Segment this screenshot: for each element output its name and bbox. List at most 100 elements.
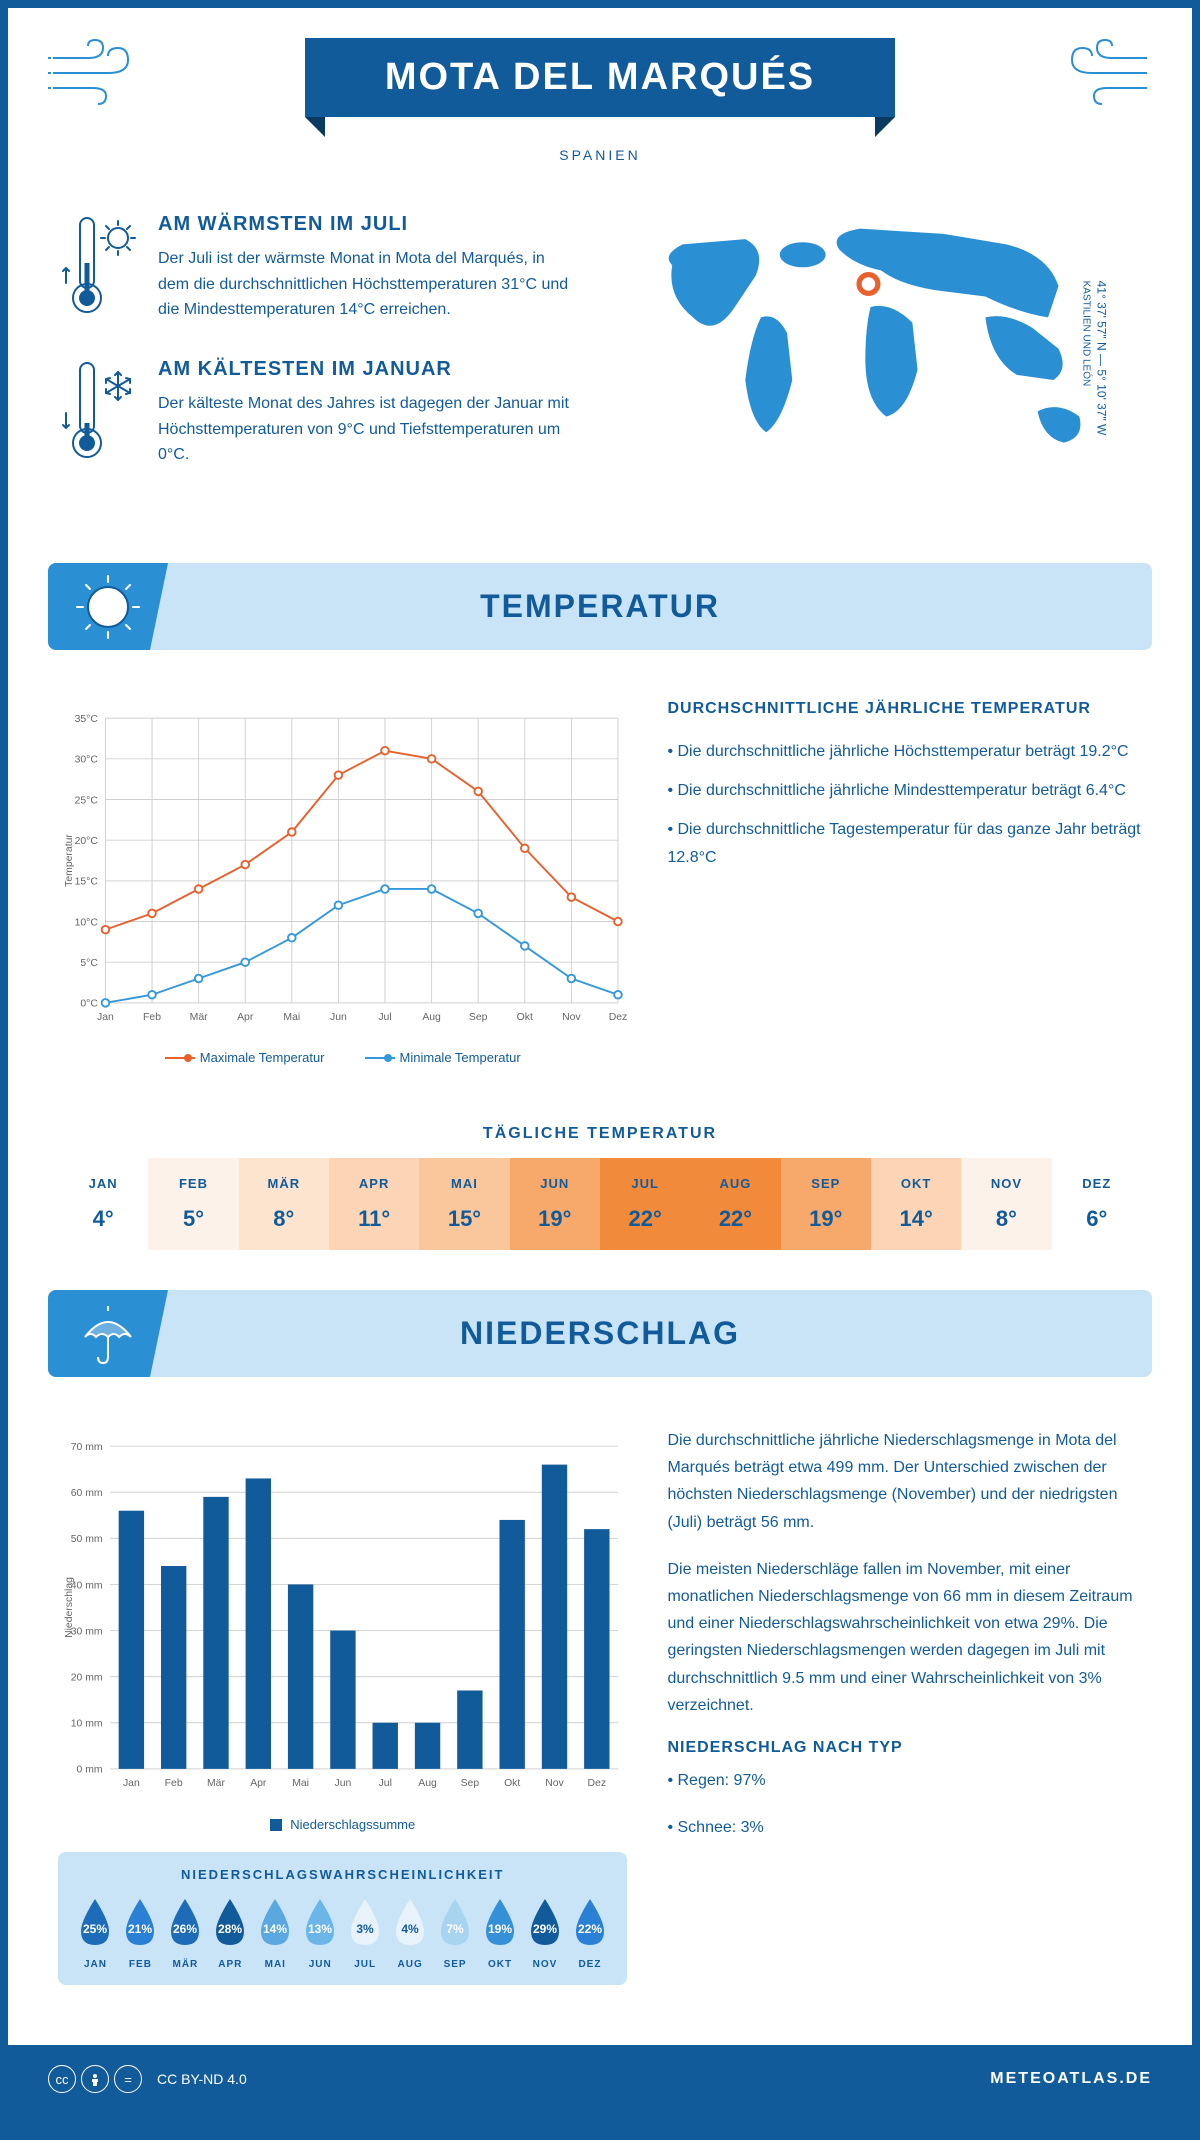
temp-cell: JUN19°: [510, 1158, 600, 1250]
daily-temp-table: JAN4°FEB5°MÄR8°APR11°MAI15°JUN19°JUL22°A…: [58, 1158, 1142, 1250]
svg-text:Okt: Okt: [504, 1778, 520, 1789]
precip-drop: 13%JUN: [298, 1897, 343, 1970]
svg-text:30 mm: 30 mm: [71, 1626, 103, 1637]
svg-text:25°C: 25°C: [75, 795, 99, 806]
wind-icon-right: [1052, 38, 1152, 113]
precipitation-bar-chart: 0 mm10 mm20 mm30 mm40 mm50 mm60 mm70 mmJ…: [58, 1427, 627, 1807]
precip-chart-legend: Niederschlagssumme: [58, 1817, 627, 1832]
svg-text:20°C: 20°C: [75, 836, 99, 847]
svg-text:Nov: Nov: [562, 1012, 581, 1023]
cc-icon: cc: [48, 2065, 76, 2093]
site-name: METEOATLAS.DE: [990, 2070, 1152, 2088]
svg-text:7%: 7%: [446, 1922, 464, 1936]
svg-text:10°C: 10°C: [75, 917, 99, 928]
precip-drop: 19%OKT: [478, 1897, 523, 1970]
temp-cell: MÄR8°: [239, 1158, 329, 1250]
footer: cc = CC BY-ND 4.0 METEOATLAS.DE: [8, 2045, 1192, 2113]
svg-text:Apr: Apr: [250, 1778, 267, 1789]
precipitation-section-header: NIEDERSCHLAG: [48, 1290, 1152, 1377]
temp-cell: SEP19°: [781, 1158, 871, 1250]
warmest-title: AM WÄRMSTEN IM JULI: [158, 213, 580, 236]
precipitation-title: NIEDERSCHLAG: [73, 1315, 1127, 1352]
by-icon: [81, 2065, 109, 2093]
precip-drop: 14%MAI: [253, 1897, 298, 1970]
temp-cell: JUL22°: [600, 1158, 690, 1250]
wind-icon-left: [48, 38, 148, 113]
temp-cell: AUG22°: [690, 1158, 780, 1250]
daily-temp-title: TÄGLICHE TEMPERATUR: [8, 1125, 1192, 1143]
svg-text:Mär: Mär: [207, 1778, 225, 1789]
svg-text:Jul: Jul: [378, 1012, 391, 1023]
precip-text-1: Die durchschnittliche jährliche Niedersc…: [667, 1427, 1142, 1536]
temp-cell: NOV8°: [961, 1158, 1051, 1250]
svg-text:26%: 26%: [173, 1922, 197, 1936]
temp-chart-area: 0°C 5°C 10°C 15°C 20°C 25°C 30°C 35°C Jan Feb Mär A…: [8, 670, 1192, 1095]
svg-text:22%: 22%: [578, 1922, 602, 1936]
svg-text:21%: 21%: [128, 1922, 152, 1936]
svg-text:Jun: Jun: [330, 1012, 347, 1023]
map-column: 41° 37' 57" N — 5° 10' 37" W KASTILIEN U…: [620, 213, 1142, 503]
svg-text:35°C: 35°C: [75, 714, 99, 725]
coldest-title: AM KÄLTESTEN IM JANUAR: [158, 358, 580, 381]
cc-icons: cc =: [48, 2065, 142, 2093]
precip-drop: 7%SEP: [433, 1897, 478, 1970]
svg-text:15°C: 15°C: [75, 877, 99, 888]
svg-text:50 mm: 50 mm: [71, 1534, 103, 1545]
precip-chart-area: 0 mm10 mm20 mm30 mm40 mm50 mm60 mm70 mmJ…: [8, 1397, 1192, 2015]
svg-text:70 mm: 70 mm: [71, 1442, 103, 1453]
svg-text:14%: 14%: [263, 1922, 287, 1936]
svg-text:25%: 25%: [83, 1922, 107, 1936]
svg-text:Nov: Nov: [545, 1778, 564, 1789]
precipitation-probability: NIEDERSCHLAGSWAHRSCHEINLICHKEIT 25%JAN21…: [58, 1852, 627, 1985]
temp-cell: MAI15°: [419, 1158, 509, 1250]
umbrella-icon: [48, 1290, 168, 1377]
intro-section: AM WÄRMSTEN IM JULI Der Juli ist der wär…: [8, 173, 1192, 543]
title-banner: MOTA DEL MARQUÉS: [305, 38, 895, 117]
temp-info: DURCHSCHNITTLICHE JÄHRLICHE TEMPERATUR •…: [667, 700, 1142, 1065]
svg-text:Dez: Dez: [609, 1012, 628, 1023]
coordinates: 41° 37' 57" N — 5° 10' 37" W KASTILIEN U…: [1081, 281, 1109, 436]
temp-chart-legend: Maximale Temperatur Minimale Temperatur: [58, 1050, 627, 1065]
precip-type-title: NIEDERSCHLAG NACH TYP: [667, 1739, 1142, 1757]
license-text: CC BY-ND 4.0: [157, 2071, 247, 2087]
svg-text:30°C: 30°C: [75, 755, 99, 766]
header: MOTA DEL MARQUÉS SPANIEN: [8, 8, 1192, 173]
precip-text-2: Die meisten Niederschläge fallen im Nove…: [667, 1556, 1142, 1719]
svg-text:Feb: Feb: [143, 1012, 161, 1023]
svg-text:Mai: Mai: [292, 1778, 309, 1789]
svg-text:Aug: Aug: [422, 1012, 441, 1023]
svg-text:60 mm: 60 mm: [71, 1488, 103, 1499]
temperature-section-header: TEMPERATUR: [48, 563, 1152, 650]
svg-text:Jan: Jan: [123, 1778, 140, 1789]
precip-rain: • Regen: 97%: [667, 1767, 1142, 1794]
svg-text:Feb: Feb: [165, 1778, 183, 1789]
svg-text:Sep: Sep: [461, 1778, 480, 1789]
svg-text:Jun: Jun: [335, 1778, 352, 1789]
temp-bullet: • Die durchschnittliche jährliche Höchst…: [667, 738, 1142, 767]
svg-text:Sep: Sep: [469, 1012, 488, 1023]
svg-text:5°C: 5°C: [80, 958, 98, 969]
warmest-text: Der Juli ist der wärmste Monat in Mota d…: [158, 246, 580, 323]
svg-text:19%: 19%: [488, 1922, 512, 1936]
precip-info: Die durchschnittliche jährliche Niedersc…: [667, 1427, 1142, 1985]
temp-cell: OKT14°: [871, 1158, 961, 1250]
temp-cell: APR11°: [329, 1158, 419, 1250]
svg-text:0°C: 0°C: [80, 999, 98, 1010]
svg-text:28%: 28%: [218, 1922, 242, 1936]
svg-text:Jan: Jan: [97, 1012, 114, 1023]
svg-text:Apr: Apr: [237, 1012, 254, 1023]
svg-text:Jul: Jul: [379, 1778, 392, 1789]
svg-text:Mär: Mär: [190, 1012, 208, 1023]
svg-text:13%: 13%: [308, 1922, 332, 1936]
svg-text:29%: 29%: [533, 1922, 557, 1936]
precip-drop: 28%APR: [208, 1897, 253, 1970]
precip-drop: 26%MÄR: [163, 1897, 208, 1970]
svg-text:Mai: Mai: [283, 1012, 300, 1023]
thermometer-hot-icon: [58, 213, 138, 328]
coldest-block: AM KÄLTESTEN IM JANUAR Der kälteste Mona…: [58, 358, 580, 473]
precip-drop: 4%AUG: [388, 1897, 433, 1970]
precip-prob-title: NIEDERSCHLAGSWAHRSCHEINLICHKEIT: [73, 1867, 612, 1882]
temp-cell: DEZ6°: [1052, 1158, 1142, 1250]
svg-text:Temperatur: Temperatur: [64, 834, 75, 887]
svg-text:40 mm: 40 mm: [71, 1580, 103, 1591]
